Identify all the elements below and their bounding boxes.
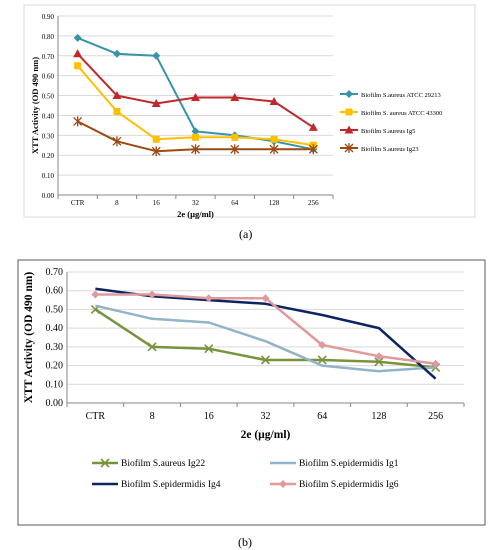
series-line-1 [95, 304, 436, 373]
legend-label-0: Biofilm S.aureus Ig22 [121, 458, 205, 469]
y-tick-label: 0.10 [46, 379, 64, 390]
data-point-s1-3 [192, 133, 199, 141]
data-point-s2-5 [269, 97, 279, 106]
data-point-s0-1 [147, 342, 157, 352]
legend-marker-1 [345, 108, 353, 116]
data-point-s2-1 [112, 91, 122, 100]
chart-a: 0.00 0.10 0.20 0.30 0.40 0.50 0.60 0.70 0.80 0.90… [30, 13, 442, 219]
x-tick-label: 64 [317, 411, 327, 422]
data-point-s3-0 [91, 290, 100, 299]
chart-b: 0.00 0.10 0.20 0.30 0.40 0.50 0.60 0.70 CTR 8 16 32… [23, 267, 465, 490]
y-tick-label: 0.60 [42, 73, 55, 81]
data-point-s3-0 [73, 116, 83, 127]
y-tick-label: 0.70 [42, 53, 55, 61]
chart-a-frame [23, 4, 476, 218]
y-tick-label: 0.00 [46, 398, 64, 409]
y-tick-label: 0.50 [42, 93, 55, 101]
data-point-s3-2 [204, 294, 213, 303]
y-tick-label: 0.30 [42, 132, 55, 140]
legend-label-1: Biofilm S. aureus ATCC 43300 [361, 110, 442, 117]
data-point-s2-3 [191, 93, 200, 102]
x-tick-label: 8 [115, 199, 119, 207]
data-point-s1-4 [231, 133, 239, 141]
data-point-s0-4 [317, 355, 327, 365]
data-point-s0-3 [191, 127, 200, 136]
legend-label-3: Biofilm S.aureus Ig23 [361, 146, 419, 153]
data-point-s2-6 [308, 122, 318, 131]
x-tick-label: CTR [86, 411, 106, 422]
data-point-s3-5 [269, 144, 279, 155]
data-point-s3-1 [112, 136, 122, 147]
x-tick-label: 16 [204, 411, 214, 422]
x-tick-label: 256 [308, 199, 319, 207]
data-point-s1-1 [113, 107, 121, 115]
legend-label-3: Biofilm S.epidermidis Ig6 [299, 479, 399, 490]
y-axis-title: XTT Activity (OD 490 nm) [23, 272, 35, 404]
data-point-s1-2 [152, 135, 160, 143]
data-point-s0-0 [73, 33, 82, 42]
data-point-s2-4 [230, 93, 240, 102]
y-tick-label: 0.80 [42, 33, 55, 41]
y-tick-label: 0.90 [42, 13, 55, 21]
data-point-s0-2 [152, 51, 161, 60]
legend-marker-0 [100, 458, 110, 468]
data-point-s3-2 [151, 146, 161, 157]
data-point-s1-0 [74, 62, 82, 70]
y-tick-label: 0.40 [46, 323, 64, 334]
y-tick-label: 0.50 [46, 304, 64, 315]
x-tick-label: 128 [371, 411, 386, 422]
y-tick-label: 0.70 [46, 267, 64, 278]
data-point-s3-3 [261, 294, 270, 303]
data-point-s0-5 [374, 357, 384, 367]
legend-label-1: Biofilm S.epidermidis Ig1 [299, 458, 399, 469]
x-tick-label: 64 [231, 199, 239, 207]
x-tick-label: 8 [150, 411, 155, 422]
data-point-s3-6 [431, 359, 440, 368]
x-tick-label: 256 [428, 411, 443, 422]
legend-marker-0 [345, 90, 353, 98]
panel-label-b: (b) [238, 535, 252, 549]
y-tick-label: 0.20 [46, 361, 64, 372]
data-point-s3-4 [318, 340, 327, 349]
data-point-s3-6 [308, 144, 318, 155]
x-tick-label: 32 [261, 411, 271, 422]
data-point-s1-5 [270, 135, 278, 143]
data-point-s2-0 [73, 49, 83, 58]
x-tick-label: 128 [269, 199, 280, 207]
data-point-s3-3 [191, 144, 200, 155]
legend-label-2: Biofilm S.epidermidis Ig4 [121, 479, 221, 490]
legend-label-0: Biofilm S.aureus ATCC 29213 [361, 92, 441, 99]
y-tick-label: 0.10 [42, 172, 55, 180]
y-tick-label: 0.30 [46, 342, 64, 353]
legend-marker-3 [279, 480, 287, 488]
data-point-s0-2 [204, 344, 214, 354]
panel-label-a: (a) [239, 227, 253, 241]
legend-label-2: Biofilm S.aureus Ig5 [361, 128, 415, 135]
y-tick-label: 0.60 [46, 286, 64, 297]
data-point-s0-1 [112, 49, 121, 58]
x-axis-title: 2e (µg/ml) [241, 429, 291, 441]
data-point-s3-5 [374, 352, 383, 361]
chart-b-frame [17, 259, 486, 526]
x-tick-label: 16 [153, 199, 161, 207]
y-tick-label: 0.20 [42, 152, 55, 160]
x-tick-label: CTR [71, 199, 85, 207]
data-point-s3-1 [148, 290, 157, 299]
x-tick-label: 32 [192, 199, 200, 207]
x-axis-title: 2e (µg/ml) [177, 209, 214, 219]
y-tick-label: 0.00 [42, 192, 55, 200]
data-point-s3-4 [230, 144, 240, 155]
data-point-s0-3 [260, 355, 271, 365]
data-point-s2-2 [151, 99, 161, 108]
y-tick-label: 0.40 [42, 112, 55, 120]
legend-marker-2 [344, 125, 354, 134]
y-axis-title: XTT Activity (OD 490 nm) [30, 57, 40, 154]
legend-marker-3 [344, 143, 354, 153]
